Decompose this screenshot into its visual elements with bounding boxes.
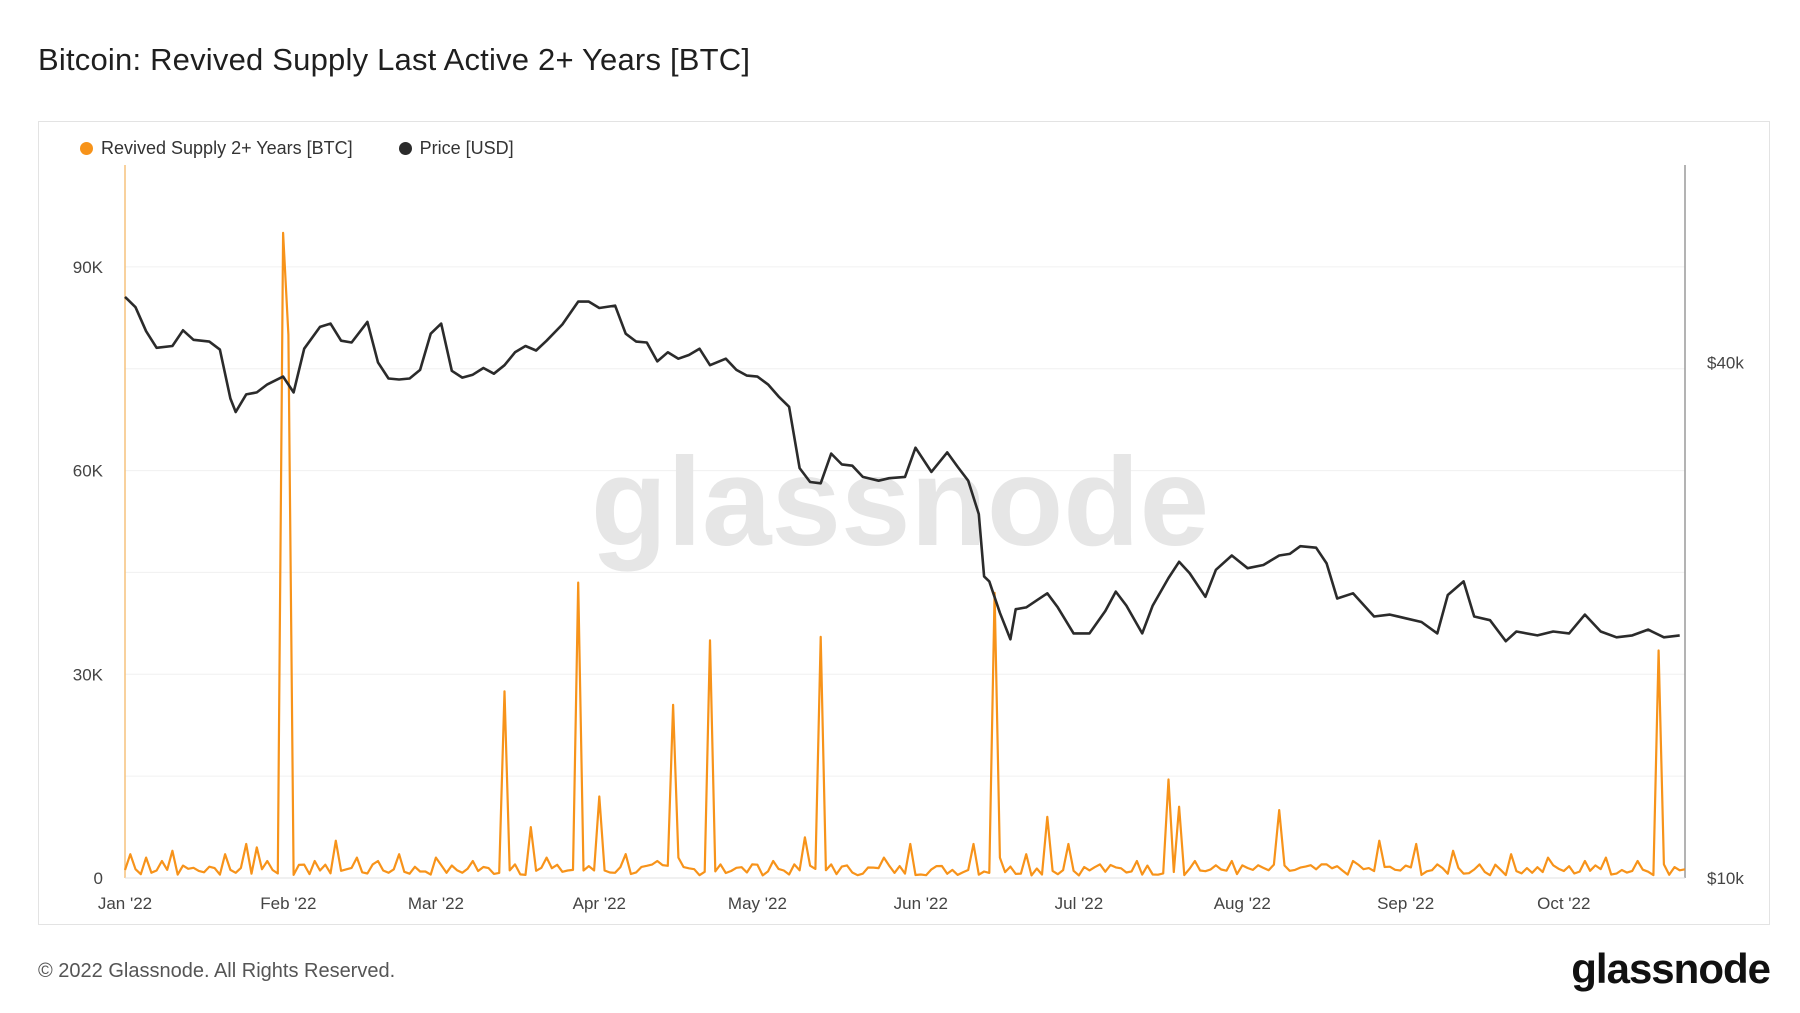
x-tick-label: Apr '22 (573, 894, 626, 913)
brand-logo: glassnode (1571, 945, 1771, 992)
chart-frame (38, 121, 1770, 925)
legend-label-revived-supply: Revived Supply 2+ Years [BTC] (101, 138, 353, 158)
series-group (123, 231, 1686, 877)
legend-item-revived-supply[interactable]: Revived Supply 2+ Years [BTC] (80, 138, 353, 159)
gridlines (125, 266, 1685, 879)
legend-item-price[interactable]: Price [USD] (398, 138, 514, 159)
x-tick-label: Jul '22 (1055, 894, 1104, 913)
tick-labels: 0 30K 60K 90K $10k $40k Jan '22 Feb '22 Mar '22 A… (73, 258, 1745, 913)
x-tick-label: Jan '22 (98, 894, 152, 913)
x-tick-label: Feb '22 (260, 894, 316, 913)
x-tick-label: Oct '22 (1537, 894, 1590, 913)
y-left-tick-label: 0 (94, 869, 103, 888)
x-tick-label: Aug '22 (1214, 894, 1271, 913)
series-line-price (124, 295, 1680, 643)
series-line-revived-supply (123, 231, 1686, 877)
y-left-tick-label: 30K (73, 665, 104, 684)
legend-dot-revived-supply (80, 142, 93, 155)
x-tick-label: May '22 (728, 894, 787, 913)
x-tick-label: Sep '22 (1377, 894, 1434, 913)
y-right-tick-label: $10k (1707, 869, 1744, 888)
y-left-tick-label: 90K (73, 258, 104, 277)
page-title: Bitcoin: Revived Supply Last Active 2+ Y… (38, 42, 751, 77)
x-tick-label: Mar '22 (408, 894, 464, 913)
y-right-tick-label: $40k (1707, 353, 1744, 372)
copyright-text: © 2022 Glassnode. All Rights Reserved. (38, 960, 396, 982)
axes (124, 165, 1686, 879)
watermark: glassnode (591, 433, 1209, 572)
legend-label-price: Price [USD] (419, 138, 514, 158)
x-tick-label: Jun '22 (894, 894, 948, 913)
y-left-tick-label: 60K (73, 462, 104, 481)
legend-dot-price (398, 142, 412, 155)
legend: Revived Supply 2+ Years [BTC] Price [USD… (80, 138, 514, 159)
